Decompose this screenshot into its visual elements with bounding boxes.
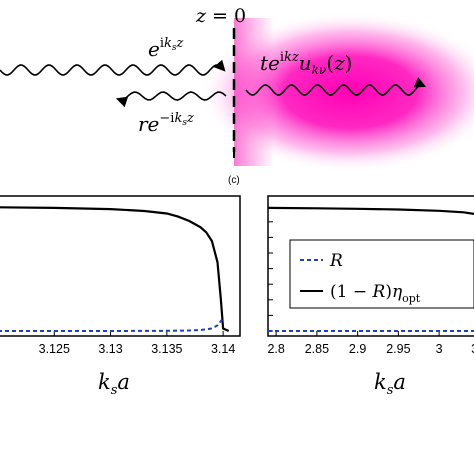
field-left-edge bbox=[234, 18, 274, 166]
incident-wave-label: eiksz bbox=[148, 36, 184, 61]
left-x-tick-label: 3.125 bbox=[39, 342, 70, 356]
right-x-tick-label: 3 bbox=[436, 342, 443, 356]
left-plot-series bbox=[0, 206, 230, 333]
right-plot-xlabel: ksa bbox=[374, 370, 406, 398]
reflected-wave-arrow bbox=[115, 91, 227, 108]
reflected-wave-label: re−iksz bbox=[138, 111, 194, 136]
left-plot-x-ticks: 3.125 3.13 3.135 3.14 bbox=[39, 331, 235, 356]
left-series-eta bbox=[0, 206, 230, 333]
right-plot: 2.8 2.85 2.9 2.95 3 3.0 R (1 − R)ηopt ksa bbox=[267, 195, 474, 398]
incident-wave-arrow bbox=[0, 59, 226, 76]
right-x-tick-label: 3.0 bbox=[471, 342, 474, 356]
legend-label-eta: (1 − R)ηopt bbox=[330, 282, 421, 305]
schematic: z = 0 eiksz re−iksz teikzukν(z) (c) bbox=[0, 5, 474, 186]
transmitted-wave-label: teikzukν(z) bbox=[260, 50, 352, 77]
right-x-tick-label: 2.8 bbox=[267, 342, 284, 356]
left-plot-xlabel: ksa bbox=[98, 370, 130, 398]
right-series-eta bbox=[267, 206, 474, 216]
left-plot: 3.125 3.13 3.135 3.14 ksa bbox=[0, 195, 241, 398]
legend: R (1 − R)ηopt bbox=[289, 239, 474, 309]
transmitted-wave-arrow bbox=[245, 77, 427, 96]
legend-box bbox=[289, 239, 474, 309]
left-x-tick-label: 3.13 bbox=[98, 342, 122, 356]
right-x-tick-label: 2.95 bbox=[386, 342, 410, 356]
right-plot-x-ticks: 2.8 2.85 2.9 2.95 3 3.0 bbox=[267, 331, 474, 356]
left-plot-frame bbox=[0, 195, 241, 337]
left-x-tick-label: 3.14 bbox=[211, 342, 235, 356]
left-series-R bbox=[0, 317, 224, 332]
left-x-tick-label: 3.135 bbox=[151, 342, 182, 356]
right-plot-series bbox=[267, 206, 474, 332]
right-plot-frame bbox=[267, 195, 474, 337]
right-x-tick-label: 2.85 bbox=[305, 342, 329, 356]
legend-label-R: R bbox=[329, 251, 343, 271]
right-x-tick-label: 2.9 bbox=[349, 342, 366, 356]
panel-label: (c) bbox=[228, 175, 240, 186]
interface-label: z = 0 bbox=[195, 5, 246, 27]
